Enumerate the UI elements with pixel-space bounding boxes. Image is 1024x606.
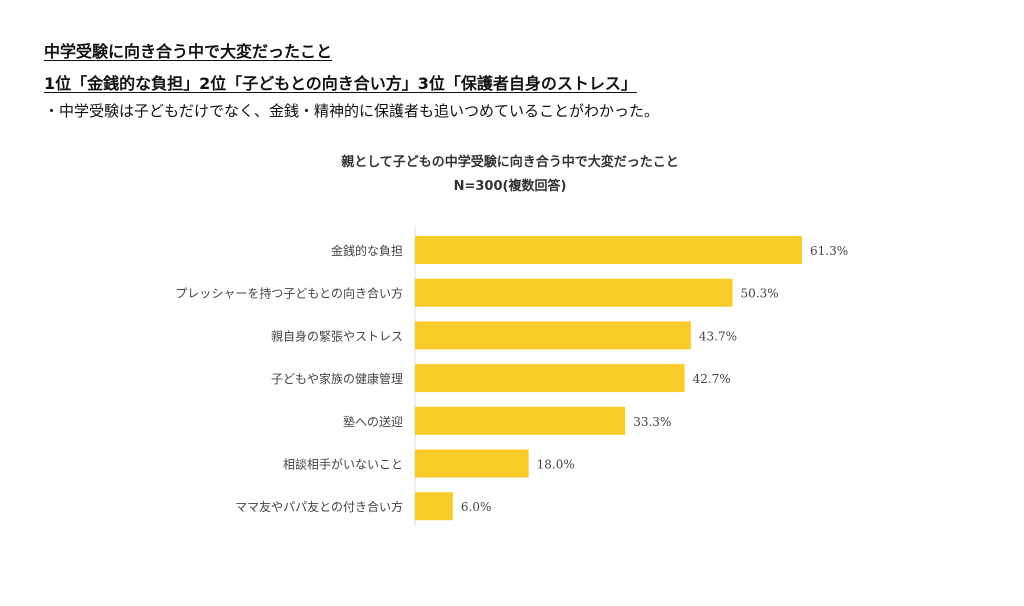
bar	[415, 278, 733, 307]
category-label: 子どもや家族の健康管理	[271, 371, 403, 386]
summary-note: ・中学受験は子どもだけでなく、金銭・精神的に保護者も追いつめていることがわかった…	[44, 102, 660, 120]
data-label: 43.7%	[699, 329, 737, 343]
bar	[415, 321, 691, 350]
category-label: 相談相手がいないこと	[283, 457, 403, 472]
category-label: プレッシャーを持つ子どもとの向き合い方	[175, 286, 403, 301]
heading-ranking: 1位「金銭的な負担」2位「子どもとの向き合い方」3位「保護者自身のストレス」	[44, 74, 637, 93]
chart-title: 親として子どもの中学受験に向き合う中で大変だったこと	[341, 154, 679, 170]
category-label: 金銭的な負担	[331, 243, 403, 258]
data-label: 6.0%	[461, 500, 492, 514]
data-label: 33.3%	[633, 415, 671, 429]
bar	[415, 449, 529, 478]
heading-title: 中学受験に向き合う中で大変だったこと	[44, 42, 333, 61]
bar	[415, 236, 802, 264]
category-label: 塾への送迎	[343, 414, 403, 429]
bar	[415, 492, 453, 521]
category-label: ママ友やパパ友との付き合い方	[235, 499, 403, 514]
data-label: 18.0%	[537, 458, 575, 472]
data-label: 61.3%	[810, 244, 848, 258]
bar	[415, 406, 626, 435]
data-label: 42.7%	[693, 372, 731, 386]
data-label: 50.3%	[741, 287, 779, 301]
category-label: 親自身の緊張やストレス	[271, 328, 403, 343]
chart-subtitle: N=300(複数回答)	[454, 178, 567, 194]
bar	[415, 364, 685, 393]
